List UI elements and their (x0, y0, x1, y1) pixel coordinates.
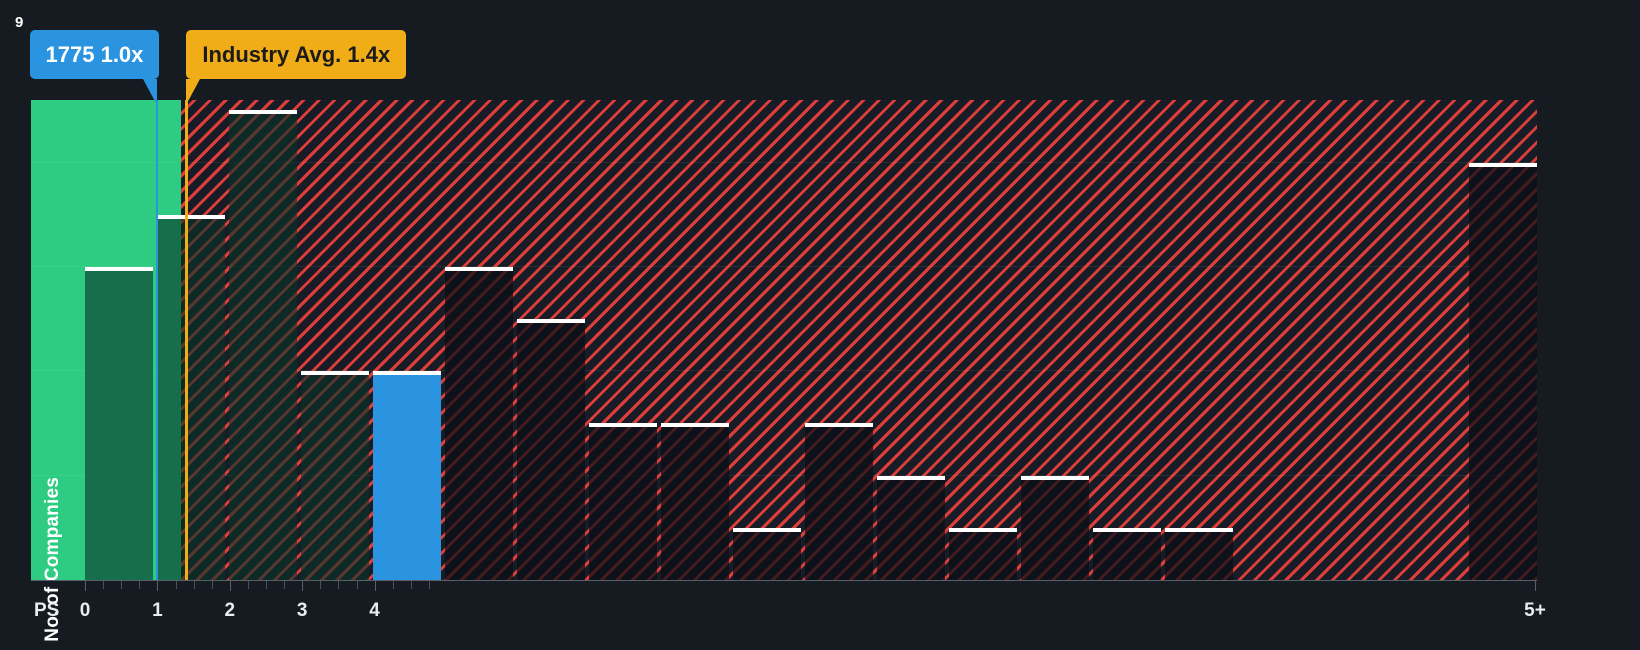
bar-top-cap (85, 266, 153, 271)
histogram-bar[interactable] (877, 475, 945, 580)
industry-callout-label: Industry Avg. 1.4x (202, 41, 391, 67)
bar-top-cap (157, 214, 225, 219)
x-axis-tick-label: 3 (296, 600, 308, 621)
bar-body (733, 531, 801, 580)
bar-top-cap (589, 423, 657, 428)
bar-body (1093, 531, 1161, 580)
histogram-bar[interactable] (1093, 527, 1161, 580)
x-axis-minor-tick (320, 581, 322, 589)
company-callout-label: 1775 1.0x (45, 41, 144, 67)
bar-top-cap (733, 527, 801, 532)
x-axis-tick-label: 1 (152, 600, 163, 621)
bar-top-cap (661, 423, 729, 428)
x-axis-minor-tick (103, 581, 105, 589)
histogram-bar[interactable] (229, 110, 297, 580)
x-axis-minor-tick (338, 581, 340, 589)
histogram-bar[interactable] (301, 371, 369, 580)
bar-body (805, 427, 873, 580)
gridline (31, 370, 1537, 372)
bar-top-cap (1165, 527, 1233, 532)
histogram-bar[interactable] (661, 423, 729, 580)
histogram-bar[interactable] (373, 371, 441, 580)
x-axis-minor-tick (410, 581, 412, 589)
x-axis-minor-tick (247, 581, 249, 589)
bar-top-cap (877, 475, 945, 480)
x-axis-minor-tick (392, 581, 394, 589)
bar-body (301, 375, 369, 580)
x-axis-tick (1535, 581, 1536, 591)
histogram-bar[interactable] (1165, 527, 1233, 580)
bar-body (517, 323, 585, 580)
x-axis-tick (157, 581, 159, 591)
histogram-bar[interactable] (445, 266, 513, 580)
company-callout-tail (143, 79, 158, 105)
bar-body (949, 531, 1017, 580)
x-axis-minor-tick (175, 581, 177, 589)
x-axis-minor-tick (139, 581, 141, 589)
x-axis-tick-label: 0 (79, 600, 91, 621)
bar-body (229, 114, 297, 580)
x-axis-minor-tick (211, 581, 213, 589)
x-axis-minor-tick (284, 581, 286, 589)
x-axis-minor-tick (266, 581, 267, 589)
bar-body (157, 218, 225, 580)
x-axis-minor-tick (193, 581, 195, 589)
industry-marker-line (185, 100, 189, 580)
bar-top-cap (301, 371, 369, 376)
bar-body (445, 270, 513, 580)
x-axis-line (31, 580, 1537, 581)
bar-body (85, 270, 153, 580)
expensive-valuation-zone (181, 100, 1537, 580)
x-axis-tick (85, 581, 86, 591)
company-callout[interactable]: 1775 1.0x (29, 30, 160, 79)
x-axis-tick (229, 581, 231, 591)
histogram-bar[interactable] (733, 527, 801, 580)
bar-body (1469, 166, 1537, 580)
gridline (31, 265, 1537, 267)
gridline (31, 474, 1537, 476)
x-axis-minor-tick (428, 581, 430, 589)
bar-top-cap (949, 527, 1017, 532)
x-axis-minor-tick (356, 581, 358, 589)
bar-body (1165, 531, 1233, 580)
histogram-bar[interactable] (949, 527, 1017, 580)
x-axis-tick (374, 581, 376, 591)
company-marker-line (156, 100, 159, 580)
bar-body (1021, 479, 1089, 580)
histogram-bar[interactable] (157, 214, 225, 580)
x-axis-minor-tick (121, 581, 123, 589)
x-axis-tick-label: 4 (369, 600, 380, 621)
x-axis-title: PS (34, 600, 60, 621)
x-axis-tick-label: 2 (224, 600, 236, 621)
histogram-bar[interactable] (805, 423, 873, 580)
bar-top-cap (1469, 162, 1537, 167)
bar-body (661, 427, 729, 580)
bar-body (877, 479, 945, 580)
histogram-bar[interactable] (517, 319, 585, 580)
bar-body (373, 375, 441, 580)
bar-top-cap (445, 266, 513, 271)
bar-top-cap (805, 423, 873, 428)
gridline (31, 161, 1537, 163)
industry-callout-tail (186, 79, 201, 105)
bar-top-cap (517, 319, 585, 324)
histogram-bar[interactable] (589, 423, 657, 580)
x-axis-tick (302, 581, 304, 591)
histogram-bar[interactable] (1469, 162, 1537, 580)
x-axis-tick-label: 5+ (1524, 600, 1546, 621)
bar-body (589, 427, 657, 580)
y-axis-max-label: 9 (15, 14, 24, 31)
bar-top-cap (1093, 527, 1161, 532)
bar-top-cap (1021, 475, 1089, 480)
bar-top-cap (229, 110, 297, 115)
bar-top-cap (373, 371, 441, 376)
industry-callout[interactable]: Industry Avg. 1.4x (186, 30, 407, 79)
plot-area (31, 100, 1537, 580)
histogram-bar[interactable] (1021, 475, 1089, 580)
histogram-bar[interactable] (85, 266, 153, 580)
